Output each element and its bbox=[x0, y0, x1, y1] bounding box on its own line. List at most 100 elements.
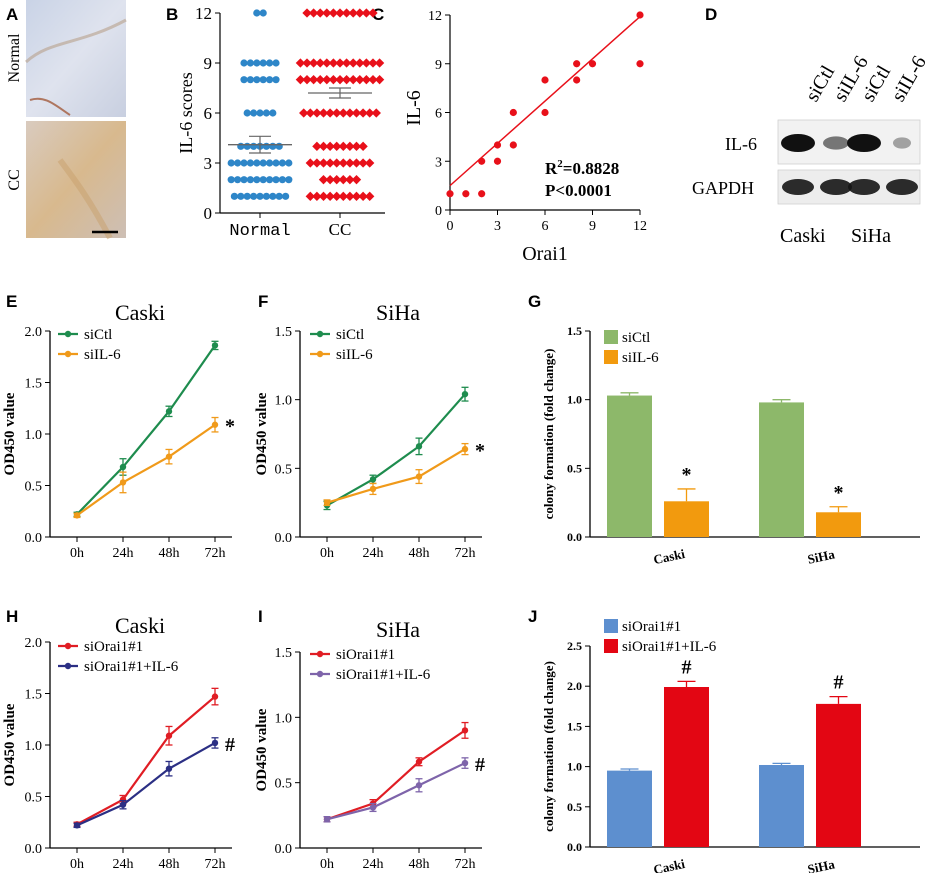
data-point bbox=[299, 108, 309, 118]
x-tick-label: 48h bbox=[159, 546, 180, 561]
y-tick-label: 1.0 bbox=[25, 428, 43, 443]
gapdh-band bbox=[782, 179, 814, 195]
legend-label: siOrai1#1 bbox=[336, 647, 395, 663]
data-point bbox=[315, 74, 325, 85]
legend-marker bbox=[316, 670, 324, 678]
data-point bbox=[415, 473, 423, 480]
data-point bbox=[332, 158, 342, 168]
x-tick-label: 0 bbox=[447, 219, 454, 234]
data-point bbox=[269, 109, 277, 117]
data-point bbox=[315, 8, 325, 18]
data-point bbox=[165, 732, 173, 739]
data-point bbox=[358, 141, 368, 152]
y-tick-label: 0.0 bbox=[25, 531, 43, 546]
data-point bbox=[348, 8, 358, 18]
x-tick-label: 24h bbox=[113, 546, 134, 561]
significance-marker: # bbox=[682, 656, 692, 678]
data-point bbox=[461, 390, 469, 398]
data-point bbox=[374, 74, 385, 85]
data-point bbox=[259, 159, 267, 167]
legend-label: siCtl bbox=[622, 330, 650, 346]
legend-label: siCtl bbox=[84, 327, 112, 343]
cell-label-caski: Caski bbox=[780, 225, 826, 247]
panel-h-chart: 0.0 0.5 1.0 1.5 2.0 0h 24h 48h 72h Caski OD450 val… bbox=[2, 613, 235, 872]
data-point bbox=[237, 142, 245, 150]
y-axis-title: colony formation (fold change) bbox=[541, 661, 556, 832]
legend-marker bbox=[316, 330, 324, 338]
data-point bbox=[272, 76, 280, 84]
y-tick-label: 0.5 bbox=[275, 462, 293, 477]
data-point bbox=[243, 142, 251, 150]
y-tick-label: 9 bbox=[204, 54, 213, 73]
data-point bbox=[371, 108, 381, 118]
data-point bbox=[369, 804, 377, 811]
chart-title: Caski bbox=[115, 613, 165, 638]
series-line bbox=[326, 448, 466, 504]
gapdh-band bbox=[886, 179, 918, 195]
x-tick-label: CC bbox=[329, 220, 352, 239]
panel-label-J: J bbox=[528, 607, 537, 626]
data-point bbox=[246, 76, 254, 84]
panel-j-chart: 0.0 0.5 1.0 1.5 2.0 2.5 colony formation (fold… bbox=[541, 619, 920, 873]
y-tick-label: 1.0 bbox=[275, 711, 293, 726]
data-point bbox=[374, 58, 385, 68]
data-point bbox=[341, 58, 352, 68]
data-point bbox=[323, 499, 331, 506]
data-point bbox=[348, 58, 358, 68]
x-tick-label: 72h bbox=[205, 546, 226, 561]
data-point bbox=[341, 8, 352, 18]
y-tick-label: 1.0 bbox=[567, 760, 582, 774]
data-point bbox=[240, 176, 248, 184]
lane-label: siIL-6 bbox=[887, 52, 930, 105]
data-point bbox=[315, 58, 325, 68]
legend-label: siCtl bbox=[336, 327, 364, 343]
data-point bbox=[351, 174, 362, 185]
data-point bbox=[348, 74, 358, 85]
fit-line bbox=[449, 16, 641, 187]
data-point bbox=[573, 76, 581, 84]
x-tick-label: 12 bbox=[633, 219, 647, 234]
series-line bbox=[326, 762, 466, 821]
y-tick-label: 12 bbox=[195, 4, 212, 23]
data-point bbox=[351, 158, 362, 168]
data-point bbox=[266, 76, 274, 84]
data-point bbox=[573, 60, 581, 68]
il6-band bbox=[893, 137, 911, 149]
data-point bbox=[240, 76, 248, 84]
legend-label: siOrai1#1+IL-6 bbox=[336, 667, 431, 683]
y-axis-title: OD450 value bbox=[254, 392, 270, 475]
x-tick-label: 0h bbox=[320, 546, 334, 561]
data-point bbox=[246, 176, 254, 184]
data-point bbox=[462, 190, 470, 198]
data-point bbox=[478, 190, 486, 198]
tissue-edge bbox=[29, 97, 71, 116]
y-axis-title: colony formation (fold change) bbox=[541, 349, 556, 520]
panel-a-images: Normal CC bbox=[6, 0, 127, 240]
data-point bbox=[266, 159, 274, 167]
y-tick-label: 3 bbox=[204, 154, 213, 173]
data-point bbox=[358, 108, 368, 118]
data-point bbox=[358, 158, 368, 168]
data-point bbox=[285, 176, 293, 184]
panel-label-C: C bbox=[372, 5, 384, 24]
data-point bbox=[345, 108, 355, 118]
r2-base: R bbox=[545, 159, 558, 178]
data-point bbox=[338, 174, 348, 185]
data-point bbox=[332, 141, 342, 152]
data-point bbox=[250, 109, 258, 117]
data-point bbox=[73, 822, 81, 829]
x-tick-label: SiHa bbox=[806, 856, 836, 873]
data-point bbox=[308, 58, 319, 68]
data-point bbox=[588, 60, 597, 68]
data-point bbox=[250, 192, 258, 200]
y-tick-label: 12 bbox=[428, 9, 442, 24]
data-point bbox=[266, 176, 274, 184]
y-tick-label: 3 bbox=[435, 155, 442, 170]
legend-swatch bbox=[604, 619, 618, 633]
data-point bbox=[323, 816, 331, 823]
legend-label: siIL-6 bbox=[622, 350, 659, 366]
data-point bbox=[493, 157, 502, 165]
data-point bbox=[266, 59, 274, 67]
data-point bbox=[369, 476, 377, 483]
data-point bbox=[318, 174, 329, 185]
